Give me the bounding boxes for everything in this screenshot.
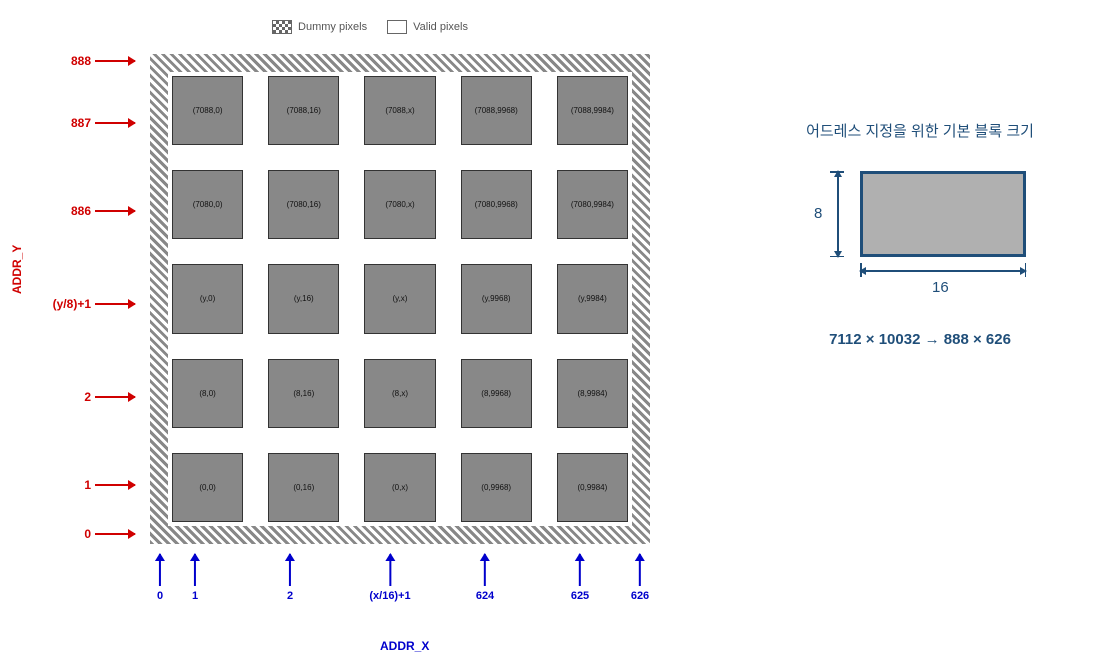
- y-label-886: 886: [71, 204, 135, 218]
- y-label-0: 0: [84, 527, 135, 541]
- grid-cell: (0,16): [268, 453, 339, 522]
- arrow-up-icon: [639, 554, 641, 586]
- grid-cell: (7080,16): [268, 170, 339, 239]
- grid-cell: (7088,9968): [461, 76, 532, 145]
- arrow-right-icon: [95, 303, 135, 305]
- grid-cell: (y,x): [364, 264, 435, 333]
- grid-cell: (8,x): [364, 359, 435, 428]
- x-label-x16: (x/16)+1: [369, 554, 410, 602]
- grid-cell: (y,9968): [461, 264, 532, 333]
- grid-cell: (8,0): [172, 359, 243, 428]
- grid-cell: (7080,9968): [461, 170, 532, 239]
- x-axis-labels: 0 1 2 (x/16)+1 624 625 626: [150, 544, 650, 634]
- arrow-up-icon: [389, 554, 391, 586]
- legend: Dummy pixels Valid pixels: [20, 20, 720, 34]
- y-label-2: 2: [84, 390, 135, 404]
- arrow-right-icon: [95, 122, 135, 124]
- grid-cell: (7080,9984): [557, 170, 628, 239]
- grid-cell: (0,0): [172, 453, 243, 522]
- hatch-swatch-icon: [272, 20, 292, 34]
- legend-dummy: Dummy pixels: [272, 20, 367, 34]
- x-label-2: 2: [287, 554, 293, 602]
- x-axis-title: ADDR_X: [380, 639, 429, 653]
- right-panel: 어드레스 지정을 위한 기본 블록 크기 8 16 7112 × 10032 →…: [760, 20, 1080, 348]
- grid-cell: (0,9984): [557, 453, 628, 522]
- dim-line-icon: [837, 171, 839, 257]
- arrow-right-icon: [95, 484, 135, 486]
- height-dimension: 8: [830, 171, 850, 257]
- arrow-right-icon: [95, 210, 135, 212]
- arrow-right-icon: [95, 533, 135, 535]
- arrow-right-icon: [95, 396, 135, 398]
- y-label-y8: (y/8)+1: [53, 297, 135, 311]
- grid-cell: (8,9968): [461, 359, 532, 428]
- arrow-up-icon: [579, 554, 581, 586]
- grid-cell: (0,x): [364, 453, 435, 522]
- grid-cell: (8,9984): [557, 359, 628, 428]
- y-axis-labels: 888 887 886 (y/8)+1 2 1 0: [20, 54, 145, 544]
- legend-dummy-label: Dummy pixels: [298, 21, 367, 33]
- block-rect: [860, 171, 1026, 257]
- dim-line-icon: [860, 270, 1026, 272]
- y-label-1: 1: [84, 478, 135, 492]
- left-panel: Dummy pixels Valid pixels ADDR_Y 888 887…: [20, 20, 720, 544]
- x-label-624: 624: [476, 554, 494, 602]
- grid-cell: (0,9968): [461, 453, 532, 522]
- diagram-container: Dummy pixels Valid pixels ADDR_Y 888 887…: [20, 20, 1095, 544]
- dim-tick-icon: [1025, 263, 1027, 277]
- grid-cell: (7088,x): [364, 76, 435, 145]
- y-label-888: 888: [71, 54, 135, 68]
- width-dimension: 16: [860, 263, 1026, 283]
- arrow-up-icon: [194, 554, 196, 586]
- x-label-1: 1: [192, 554, 198, 602]
- grid-cell: (7088,9984): [557, 76, 628, 145]
- grid-cell: (8,16): [268, 359, 339, 428]
- width-value: 16: [932, 279, 949, 296]
- legend-valid-label: Valid pixels: [413, 21, 468, 33]
- grid-cell: (7088,16): [268, 76, 339, 145]
- valid-swatch-icon: [387, 20, 407, 34]
- legend-valid: Valid pixels: [387, 20, 468, 34]
- inner-grid: (7088,0) (7088,16) (7088,x) (7088,9968) …: [172, 76, 628, 522]
- block-size-title: 어드레스 지정을 위한 기본 블록 크기: [760, 120, 1080, 141]
- x-label-625: 625: [571, 554, 589, 602]
- block-figure: 8 16: [820, 171, 1020, 271]
- grid-cell: (y,9984): [557, 264, 628, 333]
- y-label-887: 887: [71, 116, 135, 130]
- arrow-up-icon: [289, 554, 291, 586]
- arrow-right-icon: [95, 60, 135, 62]
- grid-cell: (7080,x): [364, 170, 435, 239]
- x-label-0: 0: [157, 554, 163, 602]
- grid-cell: (y,16): [268, 264, 339, 333]
- grid-cell: (7080,0): [172, 170, 243, 239]
- arrow-up-icon: [484, 554, 486, 586]
- x-label-626: 626: [631, 554, 649, 602]
- dim-tick-icon: [830, 256, 844, 258]
- arrow-up-icon: [159, 554, 161, 586]
- grid-cell: (7088,0): [172, 76, 243, 145]
- pixel-grid: (7088,0) (7088,16) (7088,x) (7088,9968) …: [150, 54, 650, 544]
- grid-cell: (y,0): [172, 264, 243, 333]
- conversion-formula: 7112 × 10032 → 888 × 626: [760, 331, 1080, 348]
- height-value: 8: [814, 205, 822, 222]
